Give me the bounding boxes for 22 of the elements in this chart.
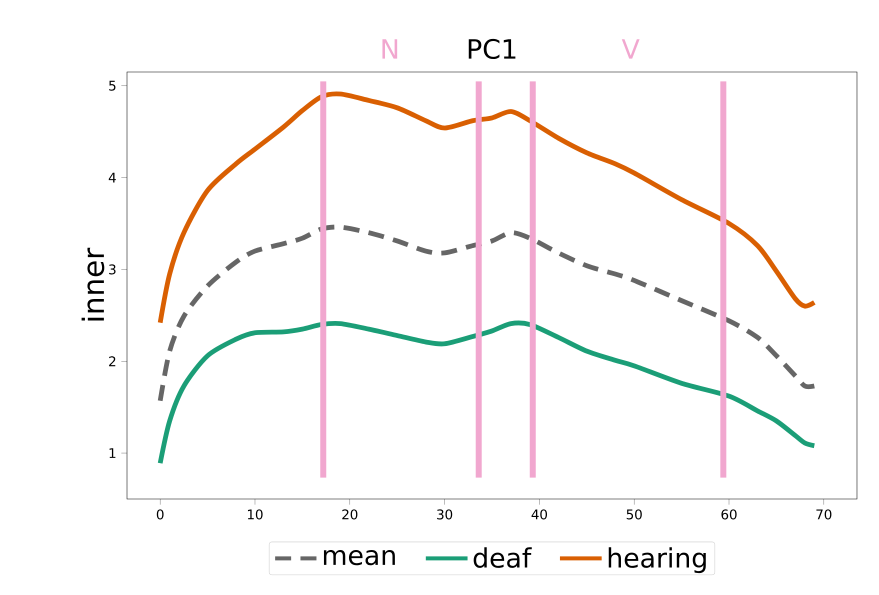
text: V: [622, 39, 640, 59]
legend-label: mean: [324, 550, 395, 566]
legend-label: hearing: [608, 547, 706, 574]
line-series: [158, 92, 817, 326]
legend-label: deaf: [474, 547, 532, 568]
line-series: [158, 320, 817, 466]
y-tick-label: 5: [109, 80, 116, 91]
x-tick-label: 30: [437, 509, 452, 520]
x-tick-label: 50: [626, 509, 642, 520]
y-tick-label: 3: [109, 264, 116, 274]
text: N: [382, 39, 398, 59]
x-tick-label: 20: [342, 509, 358, 520]
y-axis-title: inner: [82, 248, 104, 320]
x-tick-label: 70: [816, 509, 832, 520]
chart-title: PC1: [468, 38, 516, 60]
y-tick-label: 4: [108, 172, 116, 182]
x-tick-label: 40: [532, 509, 548, 520]
y-tick-label: 1: [110, 448, 116, 458]
x-tick-label: 10: [248, 509, 263, 520]
x-tick-label: 0: [156, 509, 164, 520]
y-tick-label: 2: [109, 356, 116, 366]
x-tick-label: 60: [721, 509, 737, 520]
